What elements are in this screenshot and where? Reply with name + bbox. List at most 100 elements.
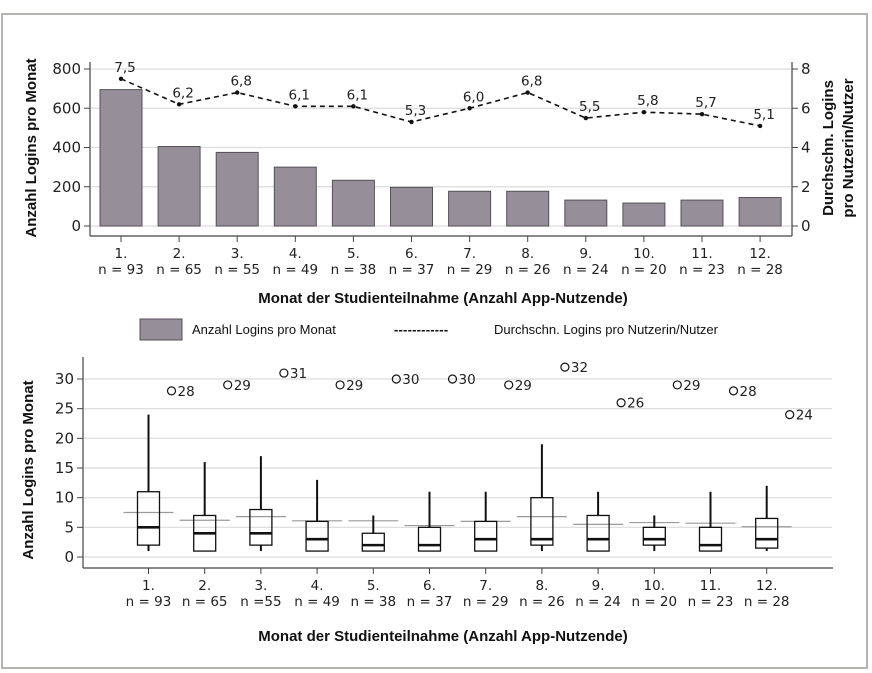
- top-x-n-label: n = 26: [505, 262, 551, 278]
- line-point-label: 6,0: [463, 89, 484, 105]
- line-point: [118, 76, 124, 82]
- bottom-y-tick-label: 15: [55, 459, 74, 477]
- line-point-label: 6,1: [289, 87, 310, 103]
- top-y-tick-label: 0: [71, 217, 81, 235]
- top-x-tick-label: 4.: [289, 246, 302, 262]
- top-x-n-label: n = 23: [679, 262, 725, 278]
- top-bars: [99, 89, 782, 227]
- line-point: [351, 104, 356, 109]
- outlier-label: 29: [683, 378, 700, 394]
- bottom-x-tick-label: 5.: [367, 578, 380, 594]
- bottom-boxes: 28 29 31 29 30 30 29 32 26 29 28 24: [123, 360, 813, 552]
- legend-line-swatch: ------------: [394, 322, 448, 337]
- bottom-y-tick-label: 10: [55, 489, 74, 507]
- bottom-x-tick-label: 9.: [592, 578, 605, 594]
- top-y-tick-label-right: 0: [801, 217, 811, 235]
- top-x-tick-label: 11.: [691, 246, 712, 262]
- bottom-x-tick-label: 2.: [198, 578, 211, 594]
- bar: [506, 190, 550, 227]
- box: [361, 532, 385, 552]
- box-group: 30: [348, 372, 419, 552]
- box-group: 29: [179, 378, 251, 552]
- top-y-axis-title: Anzahl Logins pro Monat: [23, 58, 40, 237]
- top-x-ticks: 1.n = 93 2.n = 65 3.n = 55 4.n = 49 5.n = 38…: [98, 236, 783, 278]
- line-point-label: 5,3: [405, 103, 426, 119]
- box-group: 29: [629, 378, 700, 552]
- bottom-y-tick-label: 25: [55, 400, 74, 418]
- outlier-marker: [166, 386, 177, 396]
- top-x-n-label: n = 28: [737, 262, 783, 278]
- box-group: 28: [685, 384, 757, 552]
- top-y-tick-label: 600: [52, 99, 81, 117]
- line-point: [409, 119, 414, 125]
- outlier-marker: [223, 380, 233, 390]
- bottom-x-n-label: n = 29: [463, 594, 509, 610]
- line-point-label: 6,1: [347, 87, 368, 103]
- line-point: [525, 90, 530, 95]
- box: [305, 520, 329, 552]
- top-x-n-label: n = 29: [447, 262, 493, 278]
- bottom-y-axis-title: Anzahl Logins pro Monat: [20, 380, 37, 559]
- line-point: [293, 104, 298, 109]
- outlier-marker: [560, 362, 570, 372]
- outlier-marker: [279, 368, 289, 378]
- bar: [331, 179, 375, 227]
- top-x-n-label: n = 20: [621, 262, 667, 278]
- outlier-label: 30: [459, 372, 476, 388]
- top-x-tick-label: 8.: [521, 246, 534, 262]
- bottom-gridlines: [84, 378, 832, 558]
- bar: [215, 151, 259, 227]
- top-x-tick-label: 3.: [231, 246, 244, 262]
- box-group: 29: [460, 378, 532, 552]
- bottom-x-tick-label: 6.: [423, 578, 436, 594]
- top-y-axis-title-right-line2: pro Nutzerin/Nutzer: [840, 78, 857, 217]
- top-x-n-label: n = 49: [272, 262, 318, 278]
- box: [474, 520, 498, 552]
- bottom-x-tick-label: 12.: [756, 578, 777, 594]
- legend-bar-swatch: [139, 318, 183, 341]
- top-gridlines: [91, 68, 791, 227]
- bottom-y-tick-label: 0: [64, 548, 74, 566]
- bottom-y-tick-label: 20: [55, 429, 74, 447]
- line-point: [467, 106, 472, 111]
- box: [530, 497, 554, 546]
- bottom-y-tick-label: 5: [64, 518, 74, 536]
- top-y-tick-label: 400: [52, 139, 81, 157]
- figure-frame: [1, 13, 868, 669]
- top-y-tick-label-right: 6: [801, 99, 811, 117]
- legend-bar-label: Anzahl Logins pro Monat: [192, 322, 336, 337]
- legend-line-label: Durchschn. Logins pro Nutzerin/Nutzer: [494, 322, 719, 337]
- top-x-n-label: n = 65: [156, 262, 202, 278]
- bottom-x-n-label: n = 37: [407, 594, 453, 610]
- outlier-label: 32: [571, 360, 588, 376]
- top-x-tick-label: 12.: [749, 246, 770, 262]
- line-point: [583, 115, 588, 121]
- outlier-label: 24: [796, 408, 813, 424]
- outlier-label: 30: [402, 372, 419, 388]
- top-y-tick-label: 200: [52, 178, 81, 196]
- top-x-n-label: n = 55: [214, 262, 260, 278]
- box-group: 31: [235, 366, 307, 552]
- box: [136, 491, 161, 546]
- mean-logins-line: [120, 78, 761, 127]
- bottom-x-n-label: n =55: [240, 594, 281, 610]
- legend: Anzahl Logins pro Monat ------------ Dur…: [139, 318, 719, 341]
- mean-logins-labels: 7,5 6,2 6,8 6,1 6,1 5,3 6,0 6,8 5,5 5,8 5,7 5,1: [114, 60, 775, 123]
- bottom-x-ticks: 1.n = 93 2.n = 65 3.n =55 4.n = 49 5.n = 38 6…: [126, 568, 790, 610]
- top-x-n-label: n = 37: [389, 262, 435, 278]
- line-point-label: 5,5: [579, 99, 600, 115]
- line-point: [235, 90, 240, 95]
- outlier-label: 28: [740, 384, 757, 400]
- box-group: 28: [123, 384, 195, 552]
- box: [249, 508, 273, 546]
- outlier-label: 29: [515, 378, 532, 394]
- line-point: [757, 123, 763, 129]
- line-point: [699, 111, 705, 117]
- box: [417, 526, 442, 552]
- bar: [680, 199, 724, 227]
- line-point-label: 5,8: [637, 93, 658, 109]
- box-group: 26: [573, 396, 644, 552]
- bottom-x-n-label: n = 93: [126, 594, 172, 610]
- bottom-x-tick-label: 11.: [700, 578, 721, 594]
- bottom-x-n-label: n = 65: [182, 594, 228, 610]
